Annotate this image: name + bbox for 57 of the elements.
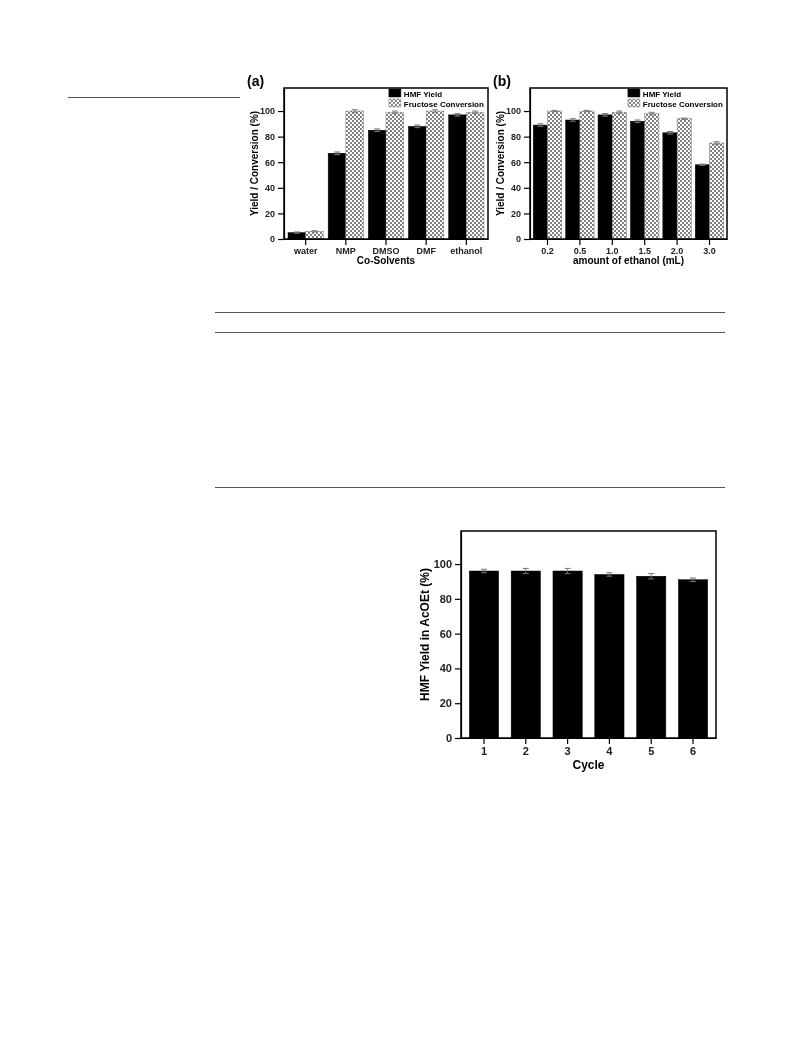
y-tick-label: 100 — [433, 558, 452, 571]
bar — [547, 110, 562, 240]
x-tick-label: NMP — [335, 246, 356, 257]
y-axis-title: HMF Yield in AcOEt (%) — [418, 568, 433, 701]
y-tick-label: 100 — [505, 106, 521, 117]
y-tick-label: 20 — [264, 208, 275, 219]
bar — [579, 110, 595, 240]
x-tick-label: 2 — [522, 744, 529, 757]
x-tick-label: DMF — [416, 246, 437, 257]
x-axis-title: amount of ethanol (mL) — [572, 255, 685, 267]
y-tick-label: 80 — [264, 132, 275, 143]
y-axis-title: Yield / Conversion (%) — [248, 110, 260, 217]
x-tick-label: 4 — [606, 744, 614, 757]
y-tick-label: 40 — [510, 183, 521, 194]
x-tick-label: ethanol — [450, 246, 483, 257]
legend-label: HMF Yield — [403, 89, 443, 99]
x-tick-label: 6 — [689, 744, 697, 757]
y-tick-label: 60 — [439, 627, 452, 640]
y-tick-label: 40 — [439, 662, 452, 675]
y-tick-label: 80 — [510, 132, 521, 143]
y-axis-title: Yield / Conversion (%) — [494, 110, 506, 217]
x-tick-label: 2.0 — [670, 246, 684, 257]
y-tick-label: 40 — [264, 183, 275, 194]
bar — [676, 118, 692, 240]
bar — [612, 112, 627, 240]
y-tick-label: 0 — [515, 234, 521, 245]
bar — [385, 112, 404, 240]
x-tick-label: 0.2 — [541, 246, 554, 257]
legend-label: Fructose Conversion — [403, 99, 484, 109]
x-tick-label: DMSO — [372, 246, 400, 257]
x-tick-label: 3 — [564, 744, 571, 757]
y-tick-label: 0 — [269, 234, 275, 245]
y-tick-label: 60 — [264, 157, 275, 168]
chart-title: (b) — [493, 73, 511, 89]
y-tick-label: 100 — [259, 106, 275, 117]
y-tick-label: 80 — [439, 592, 452, 605]
x-tick-label: 1 — [480, 744, 488, 757]
y-tick-label: 0 — [445, 732, 452, 745]
bar — [644, 113, 660, 240]
y-tick-label: 20 — [510, 208, 521, 219]
x-tick-label: 3.0 — [703, 246, 716, 257]
bar — [709, 142, 725, 240]
bar — [466, 112, 485, 240]
y-tick-label: 20 — [439, 697, 452, 710]
x-tick-label: 1.0 — [606, 246, 619, 257]
legend-label: HMF Yield — [642, 89, 682, 99]
chart-title: (a) — [247, 73, 265, 89]
bar — [345, 110, 364, 240]
x-axis-title: Co-Solvents — [356, 255, 416, 267]
x-tick-label: 0.5 — [573, 246, 587, 257]
legend-label: Fructose Conversion — [642, 99, 723, 109]
bar — [425, 110, 445, 240]
x-tick-label: 1.5 — [638, 246, 651, 257]
y-tick-label: 60 — [510, 157, 521, 168]
x-tick-label: 5 — [648, 744, 655, 757]
x-tick-label: water — [292, 246, 318, 257]
x-axis-title: Cycle — [572, 757, 605, 772]
